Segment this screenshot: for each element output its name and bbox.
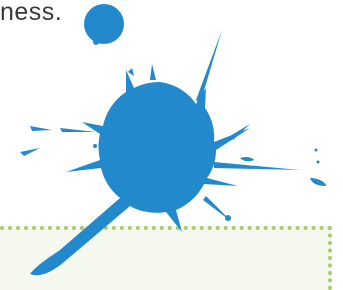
paint-splatter bbox=[0, 0, 343, 282]
body-text: ness. bbox=[0, 0, 62, 27]
page: ness. bbox=[0, 0, 343, 282]
